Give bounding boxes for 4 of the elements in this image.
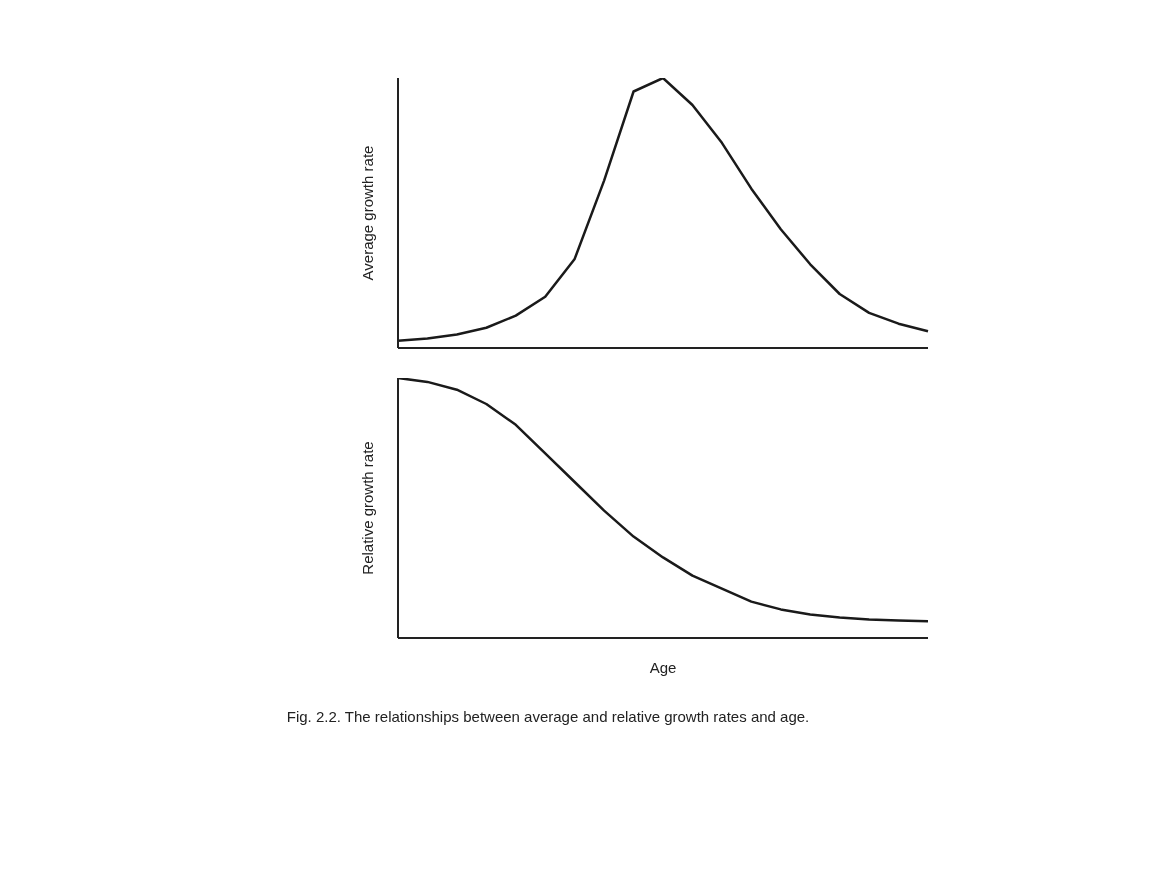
caption: Fig. 2.2. The relationships between average and relative growth rates and age. [285, 708, 811, 725]
y-axis-title: Relative growth rate [359, 441, 377, 575]
x-axis-title: Age [649, 659, 677, 676]
y-axis-title: Average growth rate [359, 145, 377, 281]
